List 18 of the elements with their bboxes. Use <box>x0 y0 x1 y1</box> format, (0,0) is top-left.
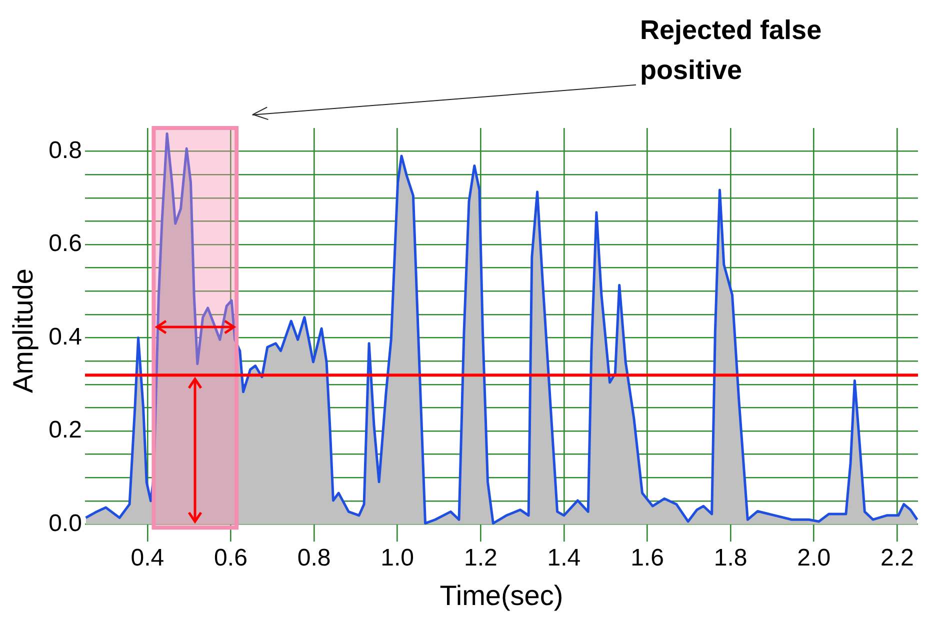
y-tick-label: 0.0 <box>48 510 82 537</box>
x-tick-label: 2.2 <box>880 544 914 572</box>
y-tick-label: 0.4 <box>48 323 82 350</box>
x-tick-label: 2.0 <box>797 544 831 572</box>
y-tick-label: 0.2 <box>48 416 82 444</box>
x-tick-label: 1.0 <box>380 544 414 572</box>
text: Rejected false positive <box>640 14 823 87</box>
x-tick-label: 1.4 <box>547 544 581 572</box>
x-tick-label: 1.6 <box>630 544 664 572</box>
x-tick-label: 0.4 <box>130 544 164 572</box>
y-tick-label: 0.8 <box>48 136 82 164</box>
x-tick-label: 0.6 <box>214 544 248 572</box>
x-axis-title: Time(sec) <box>440 580 564 611</box>
y-axis-title: Amplitude <box>8 268 39 394</box>
x-tick-label: 1.2 <box>464 544 498 572</box>
x-tick-label: 0.8 <box>297 544 331 572</box>
x-tick-label: 1.8 <box>714 544 748 572</box>
y-tick-label: 0.6 <box>48 230 82 258</box>
